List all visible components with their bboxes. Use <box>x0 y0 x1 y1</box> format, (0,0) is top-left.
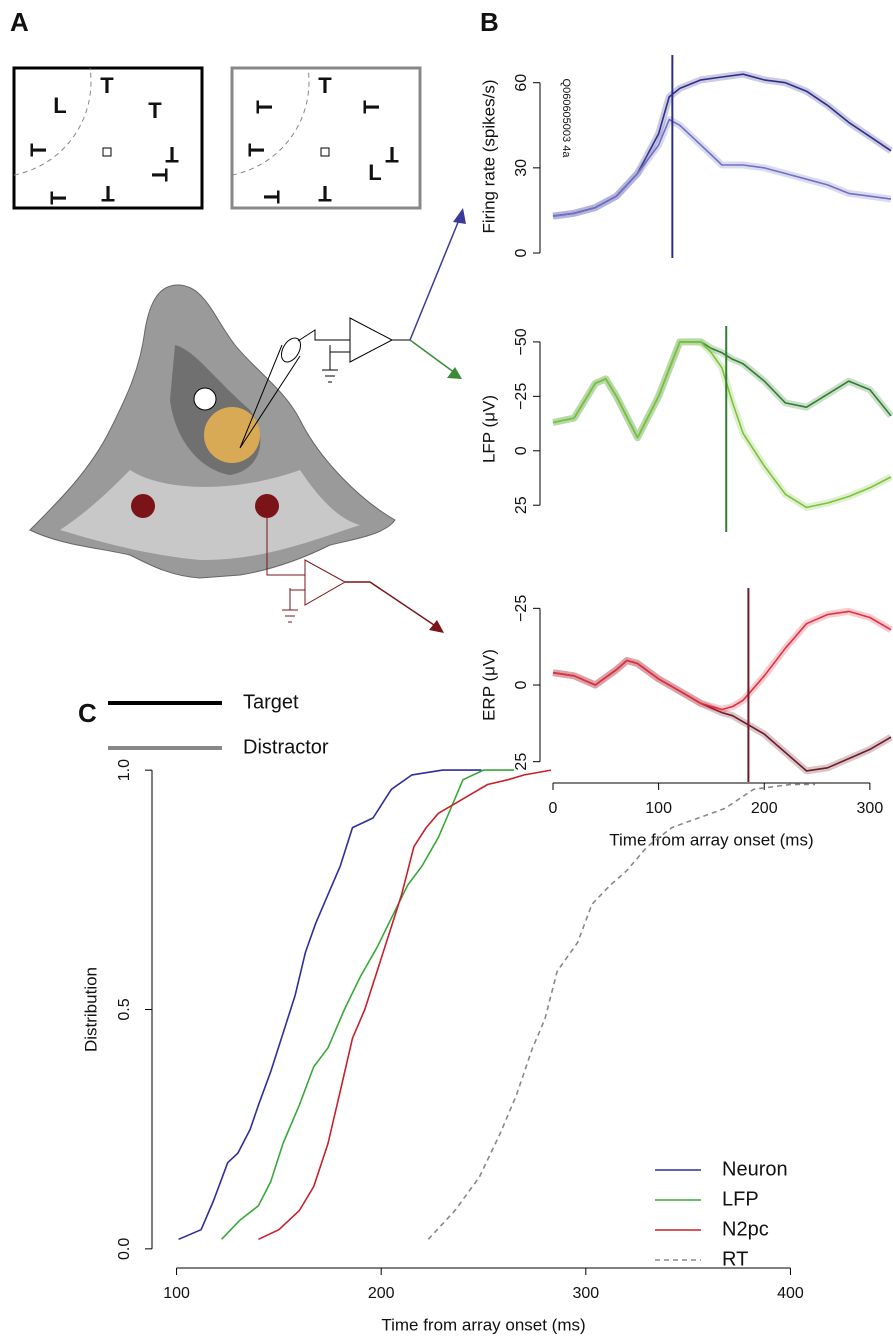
stimulus: T <box>318 181 332 206</box>
stimulus: T <box>165 142 179 167</box>
annotation: Q060605003 4a <box>560 79 572 159</box>
x-tick-label: 100 <box>645 800 672 817</box>
series-line <box>178 769 482 1241</box>
fixation <box>320 147 330 157</box>
arrow-head <box>429 620 444 633</box>
y-tick-label: 0 <box>513 248 530 257</box>
series-line <box>552 118 892 217</box>
amplifier <box>304 559 347 606</box>
stimulus: L <box>368 160 381 185</box>
y-tick-label: 25 <box>513 753 530 771</box>
fixation <box>102 147 112 157</box>
legend-label: Target <box>243 691 299 713</box>
ci-band <box>552 338 893 442</box>
electrode <box>281 337 301 363</box>
x-tick-label: 200 <box>368 1285 395 1302</box>
y-tick-label: −25 <box>513 383 530 410</box>
stimulus: T <box>26 143 51 157</box>
stimulus: T <box>100 73 114 98</box>
x-tick-label: 300 <box>572 1285 599 1302</box>
fixation-site <box>193 387 217 411</box>
y-tick-label: 25 <box>513 496 530 514</box>
stimulus: T <box>148 98 162 123</box>
wiring <box>297 329 350 383</box>
panel-label: C <box>78 698 97 728</box>
eeg-electrode <box>131 494 155 518</box>
stimulus: T <box>101 181 115 206</box>
legend-label: N2pc <box>722 1218 769 1240</box>
recording-site <box>204 407 260 463</box>
search-array: T L T T T T T T <box>12 66 204 210</box>
x-tick-label: 100 <box>163 1285 190 1302</box>
arrow <box>409 339 456 374</box>
y-tick-label: 1.0 <box>116 759 133 781</box>
stimulus: T <box>46 191 71 205</box>
stimulus: T <box>318 73 332 98</box>
y-tick-label: 0.5 <box>116 998 133 1020</box>
eeg-electrode <box>255 494 279 518</box>
x-tick-label: 400 <box>777 1285 804 1302</box>
series-line <box>552 341 892 509</box>
arrow-head <box>447 367 462 379</box>
panel-label: B <box>480 7 499 37</box>
legend-label: Distractor <box>243 736 329 758</box>
y-tick-label: 30 <box>513 159 530 177</box>
y-axis-label: LFP (μV) <box>479 395 498 463</box>
stimulus: T <box>259 190 284 204</box>
stimulus: T <box>385 142 399 167</box>
series-line <box>427 783 815 1240</box>
y-axis-label: Distribution <box>81 967 100 1052</box>
y-axis-label: Firing rate (spikes/s) <box>479 80 498 234</box>
brain-diagram <box>29 208 466 633</box>
y-tick-label: −50 <box>513 328 530 355</box>
search-array: T T T T T T L T <box>230 66 422 210</box>
field-border <box>13 67 92 176</box>
field-border <box>231 67 310 176</box>
x-tick-label: 200 <box>751 800 778 817</box>
stimulus: T <box>359 100 384 114</box>
ci-band <box>552 70 893 220</box>
y-tick-label: 0.0 <box>116 1238 133 1260</box>
y-tick-label: 0 <box>513 446 530 455</box>
ci-band <box>552 116 892 220</box>
legend-label: RT <box>722 1248 748 1270</box>
arrow <box>345 581 438 628</box>
legend-label: Neuron <box>722 1158 788 1180</box>
stimulus: T <box>147 168 172 182</box>
series-line <box>552 610 892 711</box>
y-tick-label: −25 <box>513 595 530 622</box>
arrow <box>409 214 462 341</box>
legend-label: LFP <box>722 1188 759 1210</box>
series-line <box>221 769 515 1240</box>
brain-region <box>60 470 360 560</box>
wiring <box>266 518 305 623</box>
x-tick-label: 0 <box>549 800 558 817</box>
ci-band <box>552 607 893 713</box>
array-frame <box>12 66 204 210</box>
y-axis-label: ERP (μV) <box>479 649 498 721</box>
panel-label: A <box>10 7 29 37</box>
arrow-head <box>453 208 466 224</box>
x-tick-label: 300 <box>857 800 884 817</box>
stimulus: T <box>252 100 277 114</box>
x-axis-label: Time from array onset (ms) <box>609 830 813 849</box>
y-tick-label: 60 <box>513 74 530 92</box>
array-frame <box>230 66 422 210</box>
stimulus: L <box>53 93 66 118</box>
x-axis-label: Time from array onset (ms) <box>381 1315 585 1334</box>
amplifier <box>349 317 394 363</box>
electrode <box>239 344 301 449</box>
y-tick-label: 0 <box>513 680 530 689</box>
series-line <box>258 769 552 1241</box>
series-line <box>552 73 892 217</box>
stimulus: T <box>244 143 269 157</box>
